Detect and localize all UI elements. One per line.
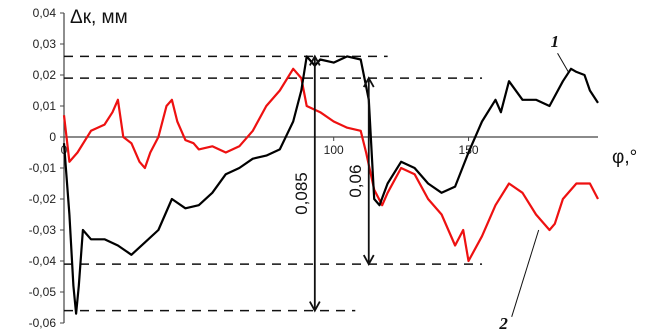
arrow-up-icon: [362, 76, 375, 88]
series-2-line: [62, 67, 599, 263]
curve-label-leader: [511, 229, 540, 317]
arrow-down-icon: [309, 301, 321, 313]
y-tick-label: 0: [49, 130, 56, 144]
axes: [60, 12, 598, 324]
curve-label-leader: [557, 53, 569, 73]
x-axis-label: φ,°: [612, 147, 637, 168]
y-tick-label: 0,02: [33, 68, 57, 82]
y-tick-label: -0,04: [29, 254, 57, 268]
curve-label-1: 1: [551, 32, 560, 51]
series-group: [62, 55, 599, 315]
series-1-line: [62, 55, 599, 315]
y-tick-label: -0,05: [29, 285, 57, 299]
y-axis-label: Δк, мм: [70, 7, 128, 28]
curve-label-2: 2: [498, 314, 508, 333]
x-tick-label: 100: [324, 143, 344, 157]
y-tick-label: 0,01: [33, 99, 57, 113]
dimension-label: 0,085: [292, 172, 311, 215]
dimension-label: 0,06: [346, 165, 365, 198]
y-tick-label: -0,06: [29, 316, 57, 330]
y-tick-label: 0,03: [33, 37, 57, 51]
y-tick-label: 0,04: [33, 6, 57, 20]
curve-labels: 12: [498, 32, 569, 333]
dimension-1: 0,06: [346, 76, 375, 266]
dimension-lines: 0,085 0,06: [292, 54, 375, 313]
dimension-0: 0,085: [292, 54, 321, 313]
y-tick-label: -0,01: [29, 161, 57, 175]
reference-lines: [64, 55, 483, 312]
y-tick-label: -0,03: [29, 223, 57, 237]
arrow-down-icon: [362, 254, 375, 266]
y-tick-labels: 0,04 0,03 0,02 0,01 0 -0,01 -0,02 -0,03 -0,04 -0,…: [29, 6, 57, 330]
y-tick-label: -0,02: [29, 192, 57, 206]
arrow-up-icon: [309, 54, 321, 66]
